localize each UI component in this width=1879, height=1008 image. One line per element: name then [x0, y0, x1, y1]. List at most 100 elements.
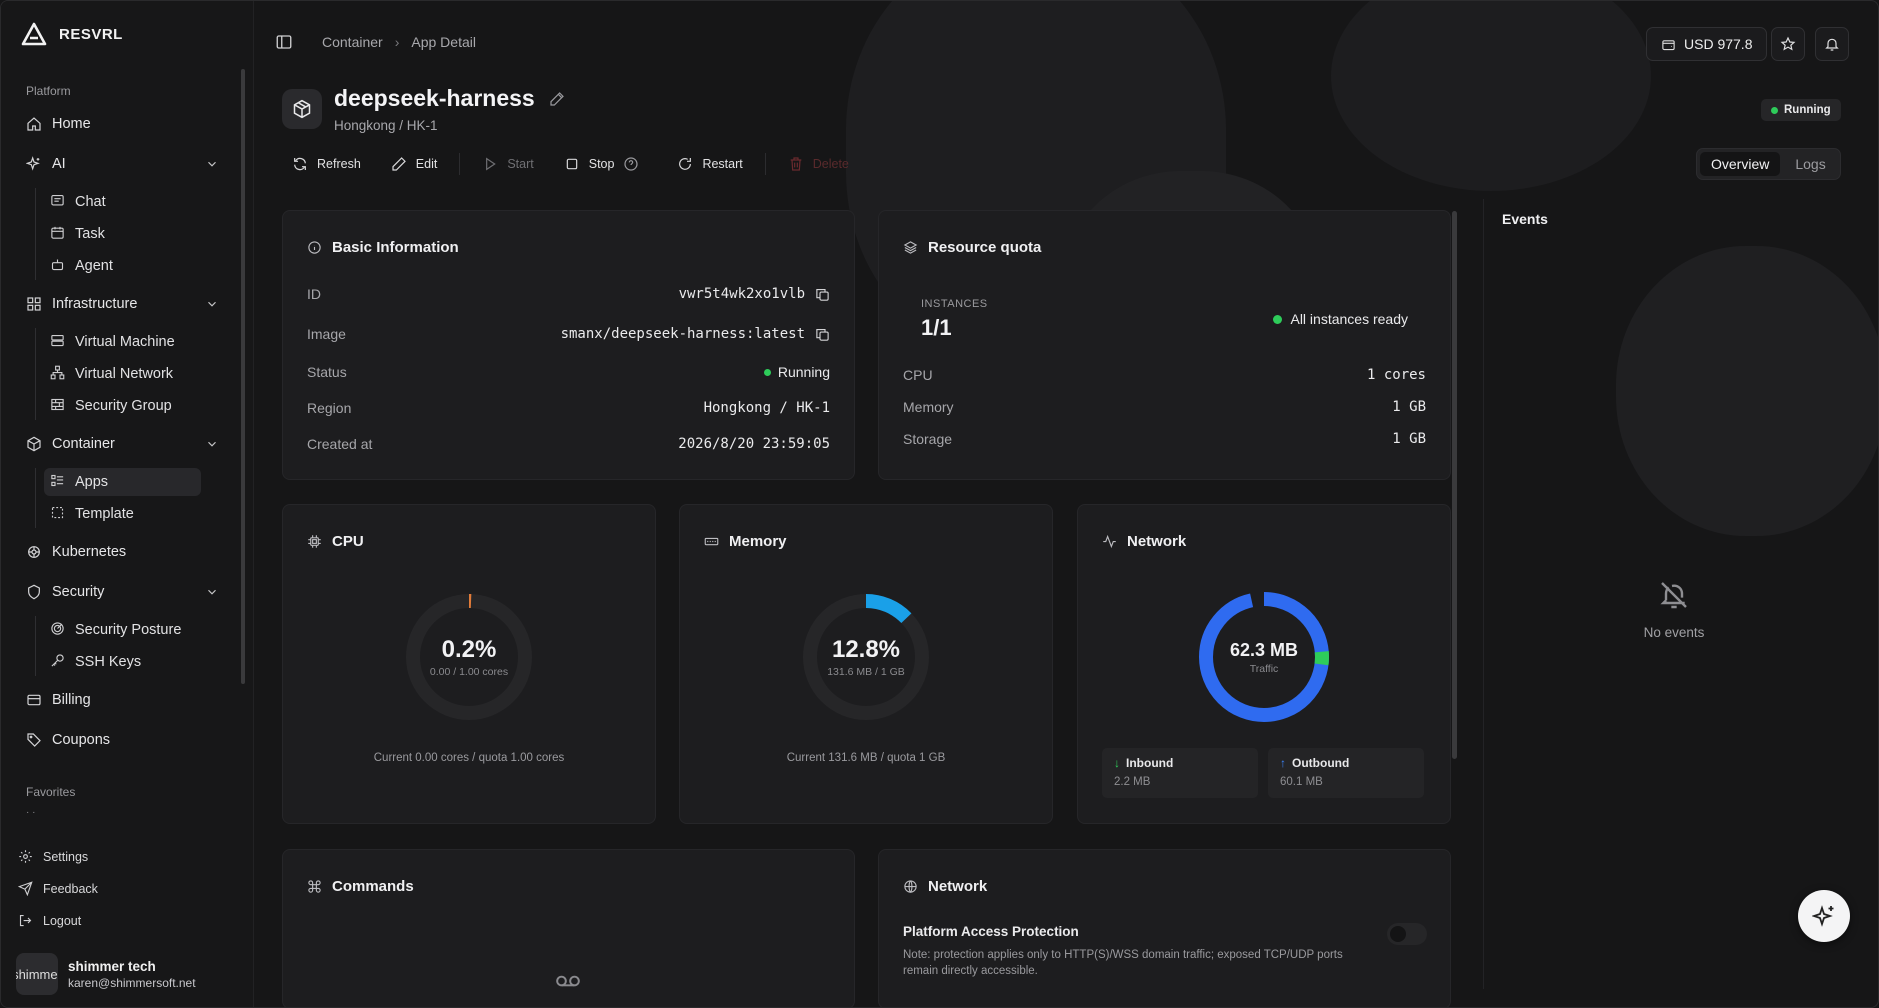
- favorite-button[interactable]: [1771, 27, 1805, 61]
- list-icon: [50, 473, 65, 492]
- copy-icon[interactable]: [815, 287, 830, 302]
- logout-link[interactable]: Logout: [18, 913, 81, 928]
- start-button[interactable]: Start: [482, 156, 534, 172]
- user-profile[interactable]: shimmer shimmer tech karen@shimmersoft.n…: [16, 953, 196, 995]
- rename-button[interactable]: [549, 91, 565, 107]
- card-title: CPU: [307, 533, 364, 550]
- status-dot: [1771, 106, 1778, 114]
- chevron-down-icon[interactable]: [205, 437, 219, 451]
- network-access-card: Network Platform Access Protection Note:…: [878, 849, 1451, 1007]
- sidebar-item-label: Billing: [52, 692, 91, 708]
- sidebar-item-label: Security: [52, 584, 105, 600]
- inbound-label: Inbound: [1126, 756, 1174, 770]
- info-icon: [308, 241, 321, 254]
- sidebar-item-infrastructure[interactable]: Infrastructure: [19, 288, 229, 320]
- wallet-icon: [1662, 39, 1675, 50]
- refresh-icon: [294, 157, 306, 171]
- sidebar-item-container[interactable]: Container: [19, 428, 229, 460]
- star-icon: [1780, 36, 1796, 51]
- settings-link[interactable]: Settings: [18, 849, 88, 864]
- network-icon: [50, 365, 65, 384]
- sidebar-item-label: Chat: [75, 194, 106, 210]
- sidebar-item-label: Agent: [75, 258, 113, 274]
- memory-stick-icon: [704, 537, 719, 546]
- calendar-icon: [50, 225, 65, 244]
- sidebar-item-task[interactable]: Task: [44, 220, 201, 248]
- sidebar-item-label: Security Group: [75, 398, 172, 414]
- balance-button[interactable]: USD 977.8: [1646, 27, 1768, 61]
- sidebar-item-security-group[interactable]: Security Group: [44, 392, 201, 420]
- sidebar-item-label: Virtual Network: [75, 366, 174, 382]
- sidebar-item-label: Template: [75, 506, 134, 522]
- copy-icon[interactable]: [815, 327, 830, 342]
- package-icon: [293, 99, 311, 119]
- sidebar-item-ai[interactable]: AI: [19, 148, 229, 180]
- tab-logs[interactable]: Logs: [1795, 156, 1826, 172]
- background-shape: [1331, 1, 1651, 191]
- sidebar-toggle-button[interactable]: [275, 33, 293, 51]
- sidebar-item-apps[interactable]: Apps: [44, 468, 201, 496]
- refresh-button[interactable]: Refresh: [292, 156, 361, 172]
- sidebar-item-virtual-network[interactable]: Virtual Network: [44, 360, 201, 388]
- toolbar-divider: [459, 153, 461, 175]
- memory-card: Memory 12.8% 131.6 MB / 1 GB Current 131…: [679, 504, 1053, 824]
- main-scrollbar[interactable]: [1452, 211, 1457, 759]
- brand-name: RESVRL: [59, 25, 123, 43]
- restart-button[interactable]: Restart: [677, 156, 743, 172]
- sidebar-item-chat[interactable]: Chat: [44, 188, 201, 216]
- template-icon: [50, 505, 65, 524]
- card-title: Memory: [704, 533, 787, 550]
- home-icon: [26, 116, 42, 132]
- sidebar-item-billing[interactable]: Billing: [19, 684, 229, 716]
- user-email: karen@shimmersoft.net: [68, 975, 196, 990]
- card-title: Resource quota: [903, 239, 1041, 256]
- stop-button[interactable]: Stop: [564, 156, 640, 172]
- sidebar-item-kubernetes[interactable]: Kubernetes: [19, 536, 229, 568]
- status-value: Running: [763, 364, 830, 380]
- notifications-button[interactable]: [1815, 27, 1849, 61]
- background-shape: [1616, 246, 1878, 536]
- delete-button[interactable]: Delete: [788, 156, 849, 172]
- resource-quota-card: Resource quota INSTANCES 1/1 All instanc…: [878, 210, 1451, 480]
- stop-label: Stop: [588, 157, 615, 171]
- tab-overview[interactable]: Overview: [1700, 152, 1781, 176]
- instances-label: INSTANCES: [921, 298, 988, 310]
- status-dot: [763, 368, 771, 376]
- protection-label: Platform Access Protection: [903, 924, 1079, 939]
- help-circle-icon[interactable]: [623, 156, 639, 172]
- quota-cpu-value: 1 cores: [1366, 367, 1426, 383]
- protection-toggle[interactable]: [1387, 923, 1427, 945]
- chevron-down-icon[interactable]: [205, 157, 219, 171]
- sidebar-item-coupons[interactable]: Coupons: [19, 724, 229, 756]
- grid-icon: [26, 296, 42, 312]
- id-value: vwr5t4wk2xo1vlb: [679, 286, 830, 302]
- ai-assistant-button[interactable]: [1798, 890, 1850, 942]
- sidebar-item-security[interactable]: Security: [19, 576, 229, 608]
- quota-memory-label: Memory: [903, 399, 954, 415]
- chevron-down-icon[interactable]: [205, 297, 219, 311]
- sidebar-item-virtual-machine[interactable]: Virtual Machine: [44, 328, 201, 356]
- chevron-down-icon[interactable]: [205, 585, 219, 599]
- cpu-caption: Current 0.00 cores / quota 1.00 cores: [373, 752, 565, 764]
- sidebar-item-ssh-keys[interactable]: SSH Keys: [44, 648, 201, 676]
- box-icon: [26, 436, 42, 452]
- edit-button[interactable]: Edit: [391, 156, 437, 172]
- outbound-value: 60.1 MB: [1280, 776, 1323, 788]
- sidebar-item-label: Container: [52, 436, 115, 452]
- start-label: Start: [507, 157, 534, 171]
- shield-icon: [26, 584, 42, 600]
- feedback-link[interactable]: Feedback: [18, 881, 98, 896]
- image-value: smanx/deepseek-harness:latest: [561, 326, 830, 342]
- sidebar-item-label: Coupons: [52, 732, 111, 748]
- sidebar-item-security-posture[interactable]: Security Posture: [44, 616, 201, 644]
- sidebar-item-agent[interactable]: Agent: [44, 252, 201, 280]
- brand-logo[interactable]: RESVRL: [21, 21, 123, 47]
- sidebar-item-template[interactable]: Template: [44, 500, 201, 528]
- memory-percent: 12.8%: [831, 636, 901, 663]
- breadcrumb-item[interactable]: Container: [322, 34, 383, 50]
- sidebar-item-label: SSH Keys: [75, 654, 142, 670]
- image-label: Image: [307, 326, 346, 342]
- sidebar-item-home[interactable]: Home: [19, 108, 229, 140]
- sidebar-scrollbar[interactable]: [241, 69, 245, 684]
